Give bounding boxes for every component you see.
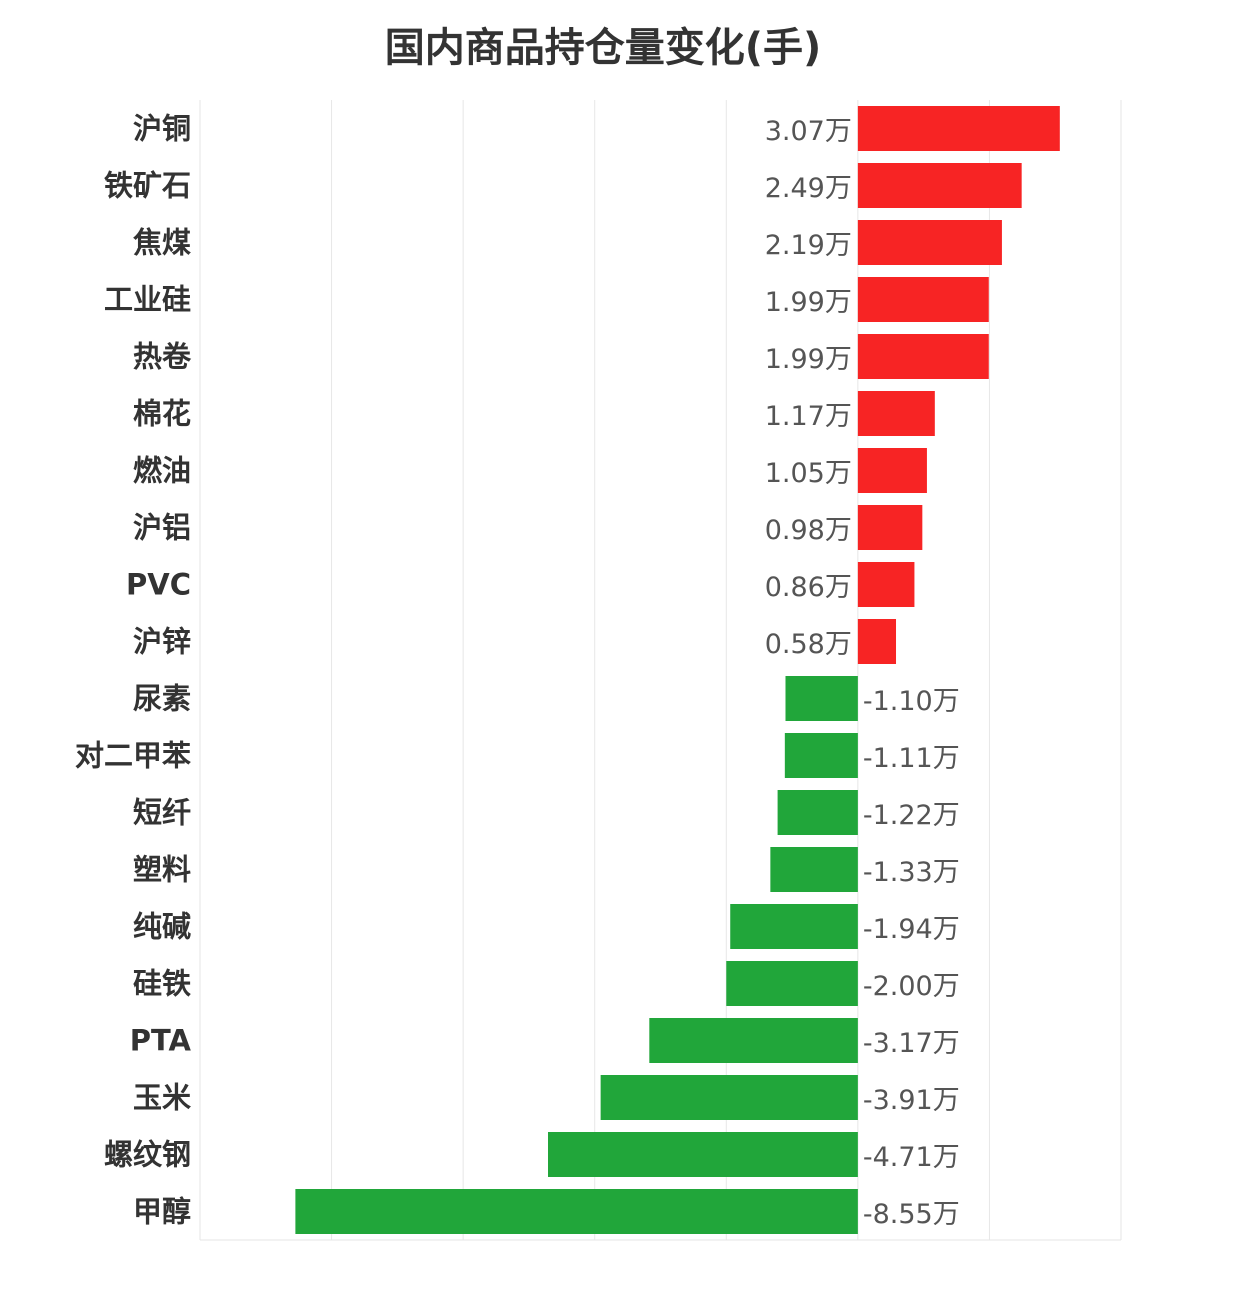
value-label: -4.71万 <box>863 1142 960 1173</box>
bar <box>857 220 1002 265</box>
bar <box>784 733 858 778</box>
value-label: -3.91万 <box>863 1085 960 1116</box>
category-label: 沪铜 <box>133 112 191 146</box>
value-label: -3.17万 <box>863 1028 960 1059</box>
category-label: 焦煤 <box>133 226 191 260</box>
category-label: 尿素 <box>133 682 191 716</box>
value-label: 0.86万 <box>765 572 852 603</box>
chart-title: 国内商品持仓量变化(手) <box>384 25 822 71</box>
value-label: 1.05万 <box>765 458 852 489</box>
bar <box>857 391 935 436</box>
category-label: 燃油 <box>133 454 191 488</box>
gridlines <box>199 100 1122 1241</box>
value-label: 3.07万 <box>765 116 852 147</box>
bar <box>857 505 923 550</box>
category-label: 硅铁 <box>133 967 191 1001</box>
bar <box>649 1018 858 1063</box>
bar <box>857 619 897 664</box>
value-label: 1.99万 <box>765 344 852 375</box>
category-label: 热卷 <box>133 340 192 374</box>
bar <box>777 790 858 835</box>
category-label: 甲醇 <box>133 1195 191 1229</box>
category-label: PTA <box>130 1024 192 1058</box>
value-label: -8.55万 <box>863 1199 960 1230</box>
value-label: 1.17万 <box>765 401 852 432</box>
category-label: 纯碱 <box>133 910 191 944</box>
category-label: 工业硅 <box>104 283 191 317</box>
bar <box>857 106 1060 151</box>
value-label: 2.19万 <box>765 230 852 261</box>
value-label: -1.22万 <box>863 800 960 831</box>
bar <box>857 448 927 493</box>
value-label: 1.99万 <box>765 287 852 318</box>
value-label: -1.33万 <box>863 857 960 888</box>
bar <box>770 847 858 892</box>
value-label: -1.11万 <box>863 743 960 774</box>
bar <box>726 961 858 1006</box>
bar <box>857 562 915 607</box>
bar <box>600 1075 858 1120</box>
category-label: 沪铝 <box>133 511 191 545</box>
category-label: 短纤 <box>133 796 191 830</box>
bar <box>548 1132 858 1177</box>
value-label: -1.94万 <box>863 914 960 945</box>
category-label: 对二甲苯 <box>75 739 191 773</box>
category-label: 沪锌 <box>133 625 191 659</box>
bar <box>857 163 1022 208</box>
value-label: -2.00万 <box>863 971 960 1002</box>
category-label: 玉米 <box>133 1081 191 1115</box>
category-label: 铁矿石 <box>104 169 191 203</box>
value-label: 2.49万 <box>765 173 852 204</box>
category-label: 塑料 <box>133 853 191 887</box>
value-label: 0.58万 <box>765 629 852 660</box>
bars <box>295 106 1060 1234</box>
bar <box>785 676 858 721</box>
bar <box>857 334 989 379</box>
value-label: 0.98万 <box>765 515 852 546</box>
bar <box>295 1189 858 1234</box>
bar <box>857 277 989 322</box>
category-label: 棉花 <box>133 397 191 431</box>
category-label: 螺纹钢 <box>104 1138 191 1172</box>
value-label: -1.10万 <box>863 686 960 717</box>
category-label: PVC <box>126 568 191 602</box>
bar <box>730 904 858 949</box>
